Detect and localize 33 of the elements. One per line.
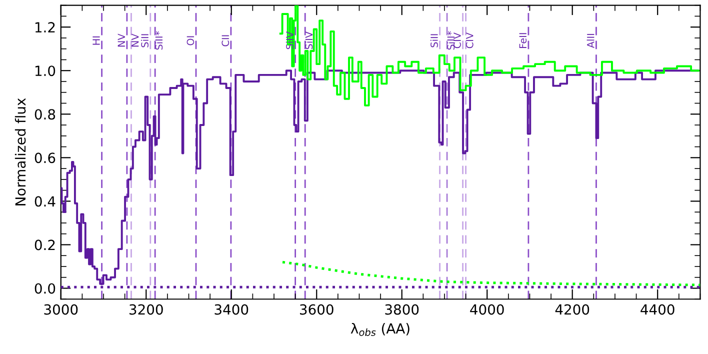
y-tick-label: 1.2 (35, 22, 55, 32)
line-series (281, 260, 700, 286)
y-tick-label: 1.0 (35, 66, 56, 76)
x-axis-title: λ$_{obs}$ (AA) (350, 322, 410, 336)
x-tick-label: 3000 (44, 304, 78, 315)
y-tick-label: 0.2 (34, 240, 55, 250)
y-axis-title: Normalized flux (14, 98, 26, 206)
x-tick-label: 4400 (640, 304, 674, 315)
x-tick-label: 3600 (300, 304, 334, 315)
ref-line-label: NV (118, 34, 125, 47)
ref-line-label: SiII* (447, 31, 455, 50)
ref-line-label: SiIV (286, 31, 294, 50)
ref-line-label: SiII (140, 34, 149, 48)
ref-line-label: HI (92, 36, 100, 45)
ref-line-label: SiII* (155, 31, 163, 50)
ref-line-label: CII (222, 35, 230, 46)
ref-line-label: CIV (454, 32, 461, 48)
ref-line-label: OI (186, 36, 194, 46)
ref-line-label: AlII (586, 34, 594, 48)
ref-line-label: SiIV (305, 31, 313, 50)
ref-line-label: SiII (430, 34, 438, 48)
y-tick-label: 0.0 (34, 283, 56, 294)
ref-line-label: CIV (466, 32, 474, 48)
x-tick-label: 3800 (385, 304, 419, 315)
y-tick-label: 0.4 (34, 196, 56, 207)
ref-line-label: FeII (519, 33, 527, 48)
ref-line-label: NV (132, 34, 139, 47)
y-tick-label: 0.6 (34, 152, 56, 164)
x-tick-label: 4200 (555, 304, 590, 315)
x-tick-label: 3200 (130, 304, 163, 315)
x-tick-label: 3400 (214, 304, 248, 315)
x-tick-label: 4000 (470, 304, 504, 315)
y-tick-label: 0.8 (34, 109, 56, 120)
